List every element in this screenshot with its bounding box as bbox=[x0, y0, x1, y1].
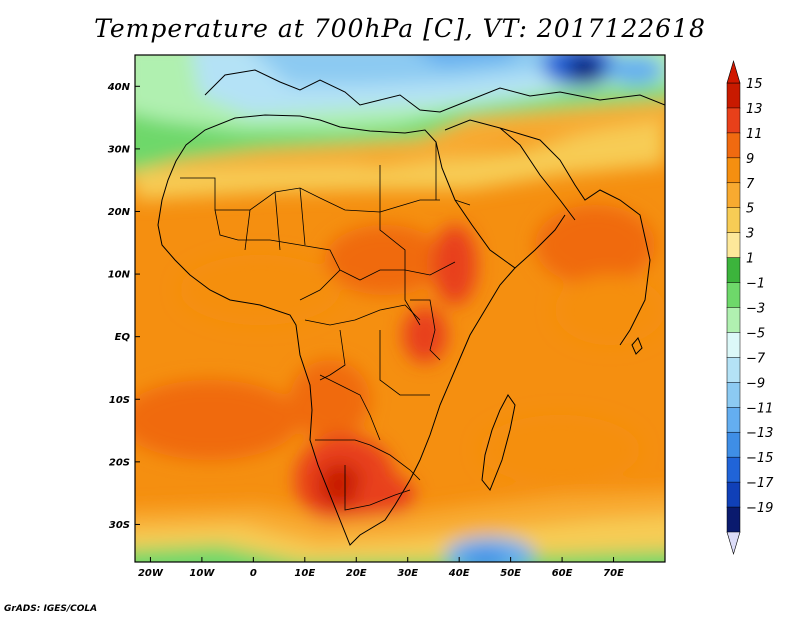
grads-credit: GrADS: IGES/COLA bbox=[4, 604, 98, 614]
colorbar-label: 11 bbox=[746, 127, 763, 142]
colorbar-swatch bbox=[726, 282, 741, 309]
colorbar-label: −11 bbox=[746, 401, 773, 416]
colorbar-label: 3 bbox=[746, 227, 754, 242]
colorbar-label: −3 bbox=[746, 302, 765, 317]
country-borders bbox=[180, 142, 471, 511]
lon-tick-label: 0 bbox=[250, 568, 257, 579]
colorbar-bottom-arrow bbox=[726, 531, 741, 556]
colorbar-swatch bbox=[726, 382, 741, 408]
africa-coastline bbox=[157, 114, 516, 546]
lon-tick-label: 30E bbox=[397, 568, 418, 579]
temperature-field bbox=[135, 55, 665, 562]
lat-tick-label: 30N bbox=[108, 144, 131, 155]
coastlines bbox=[157, 69, 665, 546]
colorbar-top-arrow bbox=[726, 59, 741, 84]
colorbar-label: −19 bbox=[746, 501, 773, 516]
plot-frame bbox=[134, 54, 666, 563]
map-title: Temperature at 700hPa [C], VT: 201712261… bbox=[94, 14, 706, 43]
europe-coastline bbox=[204, 69, 665, 113]
colorbar-swatch bbox=[726, 157, 741, 184]
lon-tick-label: 60E bbox=[552, 568, 573, 579]
colorbar: 15 13 11 9 7 5 3 1 −1 −3 −5 −7 −9 −11 −13 −15 −17 −19 bbox=[726, 59, 774, 556]
arabia-coastline bbox=[444, 119, 651, 346]
colorbar-label: −1 bbox=[746, 277, 765, 292]
lon-tick-label: 50E bbox=[500, 568, 521, 579]
lat-tick-label: 40N bbox=[107, 82, 131, 93]
colorbar-label: 15 bbox=[746, 77, 763, 92]
longitude-axis: 20W 10W 0 10E 20E 30E 40E 50E 60E 70E bbox=[138, 557, 624, 579]
lon-tick-label: 20W bbox=[138, 568, 164, 579]
latitude-axis: 40N 30N 20N 10N EQ 10S 20S 30S bbox=[107, 82, 140, 531]
colorbar-swatch bbox=[726, 506, 741, 533]
colorbar-swatch bbox=[726, 132, 741, 159]
colorbar-label: 7 bbox=[746, 177, 755, 192]
colorbar-label: 13 bbox=[746, 102, 763, 117]
lat-tick-label: EQ bbox=[115, 332, 131, 343]
sri-lanka-coastline bbox=[631, 337, 643, 355]
lon-tick-label: 10W bbox=[189, 568, 215, 579]
colorbar-swatch bbox=[726, 357, 741, 383]
lon-tick-label: 20E bbox=[346, 568, 367, 579]
lat-tick-label: 30S bbox=[109, 520, 130, 531]
lat-tick-label: 10S bbox=[109, 395, 130, 406]
colorbar-swatch bbox=[726, 407, 741, 433]
colorbar-label: 5 bbox=[746, 202, 754, 217]
colorbar-swatch bbox=[726, 182, 741, 209]
colorbar-label: 9 bbox=[746, 152, 754, 167]
colorbar-swatch bbox=[726, 207, 741, 234]
madagascar-coastline bbox=[481, 394, 516, 491]
colorbar-label: −17 bbox=[746, 476, 774, 491]
colorbar-swatch bbox=[726, 257, 741, 284]
lat-tick-label: 10N bbox=[108, 270, 131, 281]
colorbar-swatch bbox=[726, 481, 741, 508]
colorbar-swatch bbox=[726, 107, 741, 134]
colorbar-label: 1 bbox=[746, 252, 754, 267]
colorbar-label: −9 bbox=[746, 376, 765, 391]
lon-tick-label: 40E bbox=[448, 568, 470, 579]
colorbar-swatch bbox=[726, 232, 741, 259]
colorbar-label: −5 bbox=[746, 326, 765, 341]
colorbar-swatch bbox=[726, 82, 741, 109]
lat-tick-label: 20S bbox=[109, 457, 130, 468]
lat-tick-label: 20N bbox=[108, 207, 131, 218]
colorbar-swatch bbox=[726, 431, 741, 458]
colorbar-swatch bbox=[726, 332, 741, 358]
colorbar-swatch bbox=[726, 307, 741, 333]
colorbar-label: −15 bbox=[746, 451, 773, 466]
lon-tick-label: 10E bbox=[294, 568, 315, 579]
lon-tick-label: 70E bbox=[603, 568, 624, 579]
colorbar-label: −13 bbox=[746, 426, 773, 441]
colorbar-swatch bbox=[726, 456, 741, 483]
colorbar-label: −7 bbox=[746, 351, 766, 366]
